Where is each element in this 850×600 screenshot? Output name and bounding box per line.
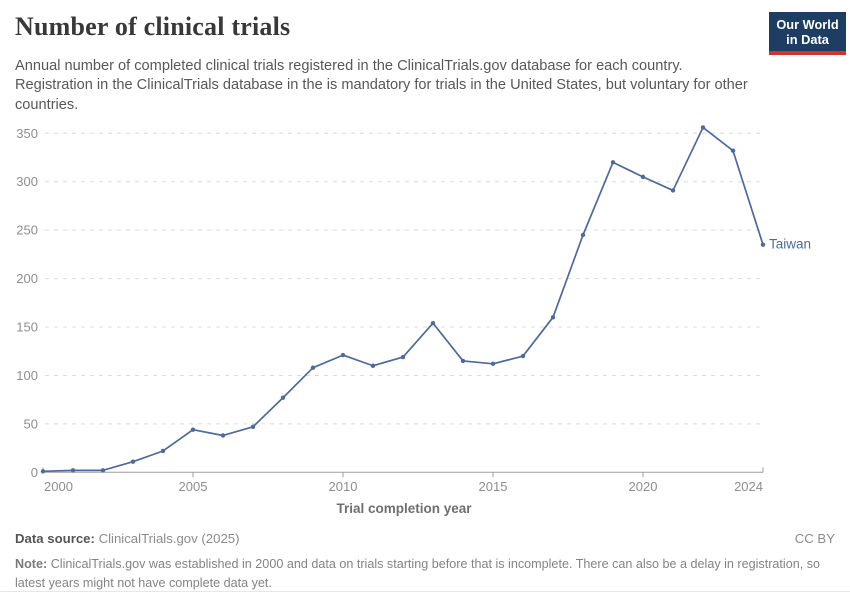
y-tick-100: 100 <box>16 368 38 383</box>
data-point-2006[interactable] <box>220 433 226 438</box>
data-point-2017[interactable] <box>550 315 556 320</box>
series-end-label[interactable]: Taiwan <box>769 237 811 252</box>
y-tick-250: 250 <box>16 223 38 238</box>
note-label: Note: <box>15 557 48 571</box>
x-axis <box>42 467 764 478</box>
data-point-2014[interactable] <box>460 358 466 364</box>
data-point-2015[interactable] <box>490 361 496 367</box>
data-point-2012[interactable] <box>400 354 406 360</box>
data-point-2021[interactable] <box>670 188 676 193</box>
y-gridlines <box>45 132 763 425</box>
x-tick-2015: 2015 <box>479 479 508 494</box>
data-point-2005[interactable] <box>190 427 196 432</box>
y-tick-150: 150 <box>16 320 38 335</box>
data-point-2024[interactable] <box>760 242 766 247</box>
data-point-2022[interactable] <box>700 125 706 130</box>
owid-logo[interactable]: Our World in Data <box>769 12 846 56</box>
owid-logo-line1: Our World <box>776 17 839 32</box>
data-point-2020[interactable] <box>640 174 646 180</box>
data-point-2002[interactable] <box>100 468 106 473</box>
x-tick-2000: 2000 <box>44 479 73 494</box>
series-taiwan[interactable]: Taiwan <box>40 125 811 474</box>
x-tick-2020: 2020 <box>629 479 658 494</box>
data-point-2016[interactable] <box>520 353 526 359</box>
series-line <box>42 126 764 473</box>
x-tick-labels: 2000 2005 2010 2015 2020 2024 <box>44 479 763 494</box>
data-point-2009[interactable] <box>310 365 316 370</box>
y-tick-350: 350 <box>16 126 38 141</box>
note-text: ClinicalTrials.gov was established in 20… <box>15 557 821 590</box>
data-point-2004[interactable] <box>160 448 166 454</box>
y-tick-300: 300 <box>16 174 38 189</box>
y-tick-labels: 0 50 100 150 200 250 300 350 <box>16 126 38 480</box>
data-point-2018[interactable] <box>580 232 586 238</box>
x-tick-2010: 2010 <box>329 479 358 494</box>
license-cc-by[interactable]: CC BY <box>794 531 835 546</box>
data-point-2023[interactable] <box>730 148 736 153</box>
footer-note: Note: ClinicalTrials.gov was established… <box>15 555 821 593</box>
x-axis-title: Trial completion year <box>336 501 472 516</box>
data-point-2003[interactable] <box>130 459 136 464</box>
data-point-2011[interactable] <box>370 363 376 368</box>
x-tick-2024: 2024 <box>734 479 763 494</box>
x-tick-2005: 2005 <box>179 479 208 494</box>
chart-subtitle: Annual number of completed clinical tria… <box>15 58 748 113</box>
data-point-2007[interactable] <box>250 424 256 429</box>
data-point-2000[interactable] <box>40 469 46 474</box>
y-tick-0: 0 <box>31 465 38 480</box>
data-point-2008[interactable] <box>280 395 286 400</box>
data-point-2013[interactable] <box>430 320 436 326</box>
data-point-2019[interactable] <box>610 160 616 165</box>
bottom-divider <box>0 591 850 592</box>
y-tick-200: 200 <box>16 271 38 286</box>
page-title: Number of clinical trials <box>15 12 291 41</box>
y-tick-50: 50 <box>24 416 38 431</box>
footer-source-row: Data source: ClinicalTrials.gov (2025) C… <box>15 531 835 546</box>
data-source-link[interactable]: ClinicalTrials.gov (2025) <box>98 531 240 546</box>
line-chart[interactable]: 0 50 100 150 200 250 300 350 2000 2005 2010 2015 202… <box>0 0 850 527</box>
data-point-2010[interactable] <box>340 352 346 358</box>
data-point-2001[interactable] <box>70 468 76 473</box>
data-source-label: Data source: <box>15 531 95 546</box>
owid-logo-line2: in Data <box>786 32 829 48</box>
